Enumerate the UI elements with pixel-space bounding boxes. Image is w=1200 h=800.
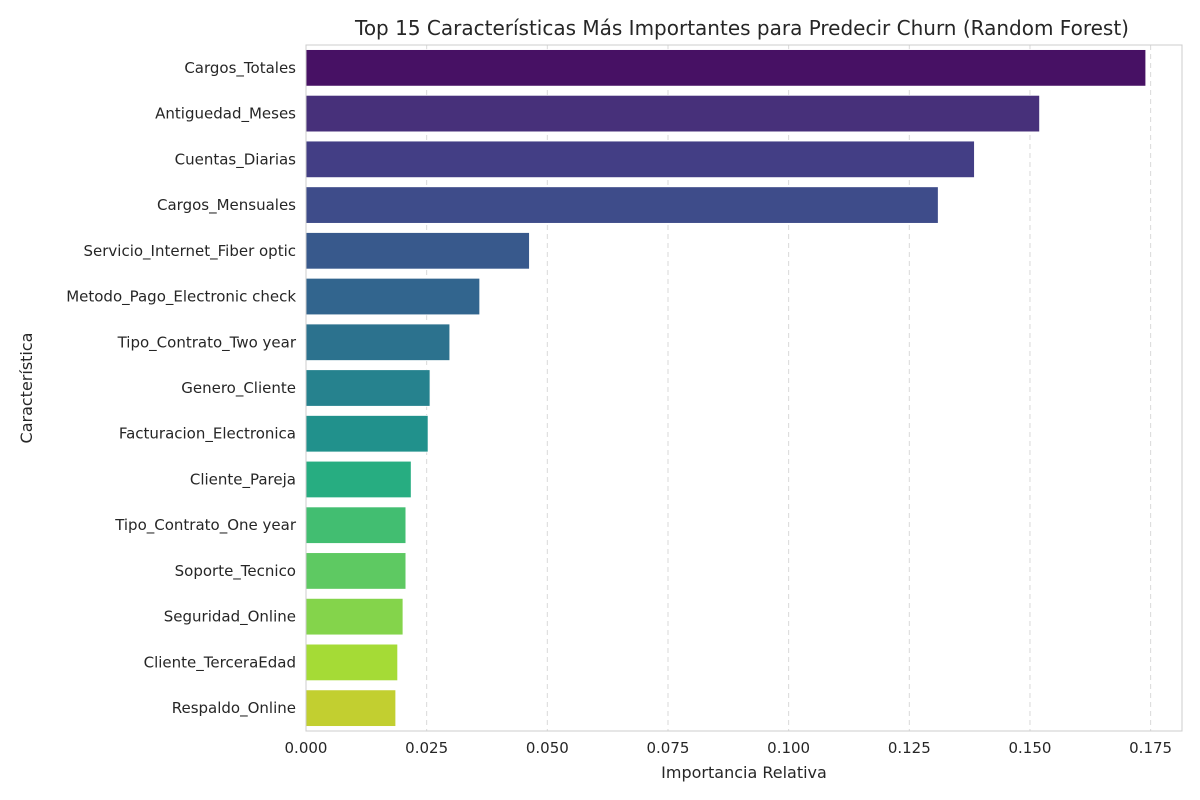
x-tick-label: 0.175 <box>1129 739 1172 757</box>
y-tick-label: Seguridad_Online <box>164 608 296 627</box>
bar <box>305 506 407 544</box>
y-tick-label: Cuentas_Diarias <box>175 150 297 169</box>
y-axis-label: Característica <box>17 333 36 444</box>
bar <box>305 232 530 270</box>
y-tick-label: Tipo_Contrato_One year <box>114 516 297 535</box>
bars <box>305 49 1147 727</box>
bar <box>305 277 481 316</box>
bar <box>305 186 939 224</box>
bar <box>305 552 407 590</box>
bar <box>305 415 429 453</box>
chart-title: Top 15 Características Más Importantes p… <box>354 16 1129 40</box>
y-tick-label: Cargos_Totales <box>184 59 296 78</box>
y-tick-label: Cliente_TerceraEdad <box>144 653 296 672</box>
y-tick-label: Tipo_Contrato_Two year <box>117 333 297 352</box>
bar <box>305 643 399 682</box>
y-tick-label: Respaldo_Online <box>172 699 296 718</box>
y-tick-label: Soporte_Tecnico <box>175 562 296 581</box>
x-tick-label: 0.125 <box>888 739 931 757</box>
x-tick-label: 0.075 <box>647 739 690 757</box>
y-tick-label: Antiguedad_Meses <box>155 105 296 124</box>
bar <box>305 369 431 407</box>
plot-frame <box>305 44 1183 732</box>
bar <box>305 597 404 636</box>
y-tick-label: Cliente_Pareja <box>190 470 296 489</box>
x-axis-label: Importancia Relativa <box>661 763 827 782</box>
y-tick-label: Servicio_Internet_Fiber optic <box>84 242 297 261</box>
x-tick-label: 0.100 <box>767 739 810 757</box>
y-tick-label: Genero_Cliente <box>181 379 296 398</box>
bar <box>305 460 412 499</box>
bar <box>305 323 451 361</box>
x-tick-label: 0.050 <box>526 739 569 757</box>
y-tick-label: Metodo_Pago_Electronic check <box>66 288 296 307</box>
x-tick-label: 0.000 <box>285 739 328 757</box>
y-tick-labels: Cargos_Totales Antiguedad_Meses Cuentas_Di… <box>66 59 297 718</box>
bar <box>305 140 975 179</box>
bar <box>305 689 397 727</box>
y-tick-label: Cargos_Mensuales <box>157 196 296 215</box>
bar <box>305 94 1041 133</box>
bar <box>305 49 1147 87</box>
x-tick-label: 0.150 <box>1008 739 1051 757</box>
x-tick-labels: 0.000 0.025 0.050 0.075 0.100 0.125 0.150 0.175 <box>285 739 1173 757</box>
x-tick-label: 0.025 <box>405 739 448 757</box>
y-tick-label: Facturacion_Electronica <box>119 425 296 444</box>
